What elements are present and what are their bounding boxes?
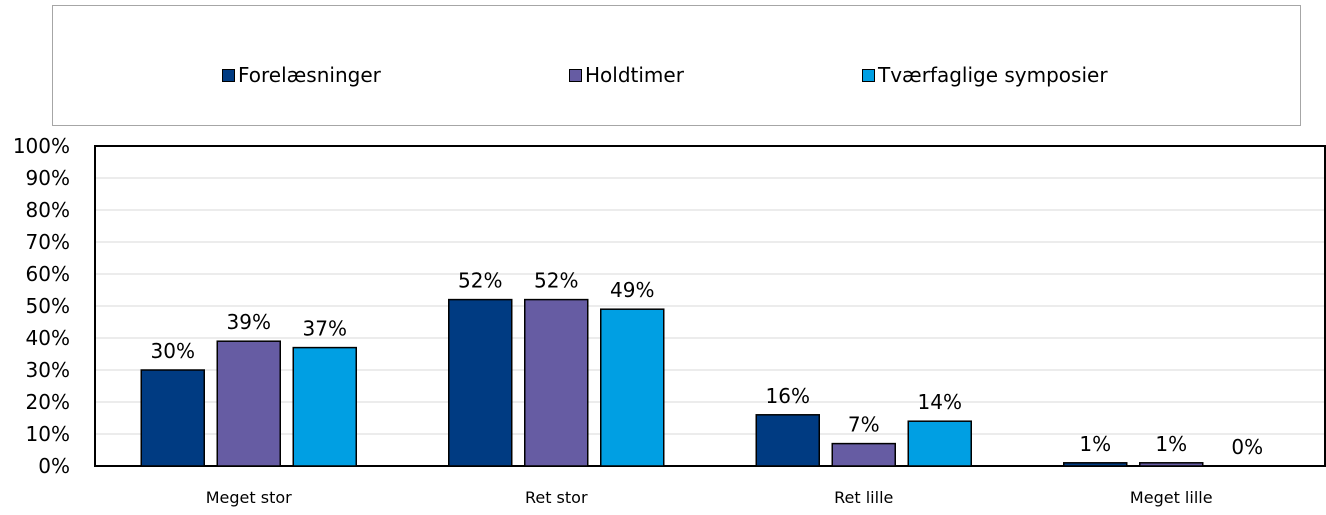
data-label: 1%	[1079, 432, 1111, 456]
bar	[524, 298, 589, 467]
bar	[755, 414, 820, 467]
y-tick-label: 10%	[26, 422, 70, 446]
bar	[448, 298, 513, 467]
data-label: 37%	[303, 317, 347, 341]
x-category-label: Ret stor	[525, 488, 588, 507]
y-tick-label: 30%	[26, 358, 70, 382]
legend-label-forelaesninger: Forelæsninger	[238, 63, 381, 87]
y-tick-label: 60%	[26, 262, 70, 286]
bar	[1139, 462, 1204, 467]
data-label: 52%	[458, 269, 502, 293]
bar	[907, 420, 972, 467]
legend-item-tvaerfaglige: Tværfaglige symposier	[862, 63, 1108, 87]
y-tick-label: 70%	[26, 230, 70, 254]
y-tick-label: 20%	[26, 390, 70, 414]
bar	[1063, 462, 1128, 467]
bar	[140, 369, 205, 467]
bar	[831, 442, 896, 467]
y-tick-label: 100%	[13, 134, 70, 158]
data-label: 30%	[151, 339, 195, 363]
bar	[600, 308, 665, 467]
y-tick-label: 0%	[38, 454, 70, 478]
data-label: 7%	[848, 413, 880, 437]
data-label: 52%	[534, 269, 578, 293]
bar	[216, 340, 281, 467]
x-category-label: Meget stor	[206, 488, 292, 507]
data-label: 0%	[1231, 435, 1263, 459]
legend-swatch-tvaerfaglige	[862, 68, 875, 82]
y-tick-label: 50%	[26, 294, 70, 318]
y-tick-label: 80%	[26, 198, 70, 222]
legend-label-tvaerfaglige: Tværfaglige symposier	[878, 63, 1108, 87]
legend-item-holdtimer: Holdtimer	[569, 63, 684, 87]
bar	[292, 346, 357, 467]
legend-swatch-holdtimer	[569, 68, 582, 82]
legend-item-forelaesninger: Forelæsninger	[222, 63, 381, 87]
y-tick-label: 40%	[26, 326, 70, 350]
legend: Forelæsninger Holdtimer Tværfaglige symp…	[52, 5, 1301, 126]
data-label: 14%	[918, 390, 962, 414]
y-tick-label: 90%	[26, 166, 70, 190]
data-label: 39%	[227, 310, 271, 334]
data-label: 49%	[610, 278, 654, 302]
x-category-label: Ret lille	[834, 488, 893, 507]
x-category-label: Meget lille	[1130, 488, 1213, 507]
legend-label-holdtimer: Holdtimer	[585, 63, 684, 87]
plot-area-border	[94, 145, 1326, 467]
legend-swatch-forelaesninger	[222, 68, 235, 82]
data-label: 1%	[1155, 432, 1187, 456]
data-label: 16%	[766, 384, 810, 408]
